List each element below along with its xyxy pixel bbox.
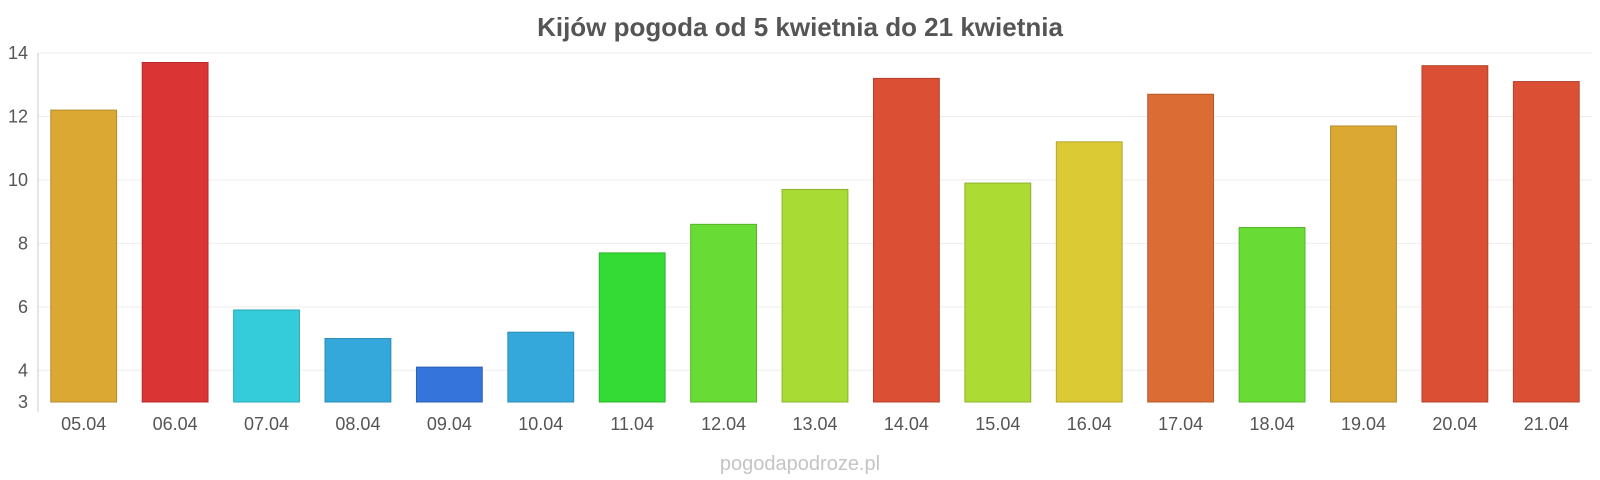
bar-08.04 <box>324 338 392 403</box>
x-tick-label: 12.04 <box>701 414 746 434</box>
bar-17.04 <box>1147 93 1215 403</box>
watermark-text: pogodapodroze.pl <box>720 453 880 475</box>
x-tick-label: 16.04 <box>1067 414 1112 434</box>
y-tick-label: 4 <box>18 360 28 380</box>
x-tick-label: 06.04 <box>153 414 198 434</box>
y-tick-label: 3 <box>18 392 28 412</box>
bar-11.04 <box>598 252 666 403</box>
x-tick-label: 09.04 <box>427 414 472 434</box>
y-tick-label: 14 <box>8 43 28 63</box>
bar-10.04 <box>507 331 575 403</box>
x-tick-label: 21.04 <box>1524 414 1569 434</box>
bar-06.04 <box>141 62 209 403</box>
x-tick-label: 20.04 <box>1432 414 1477 434</box>
bar-13.04 <box>781 188 849 403</box>
chart-title: Kijów pogoda od 5 kwietnia do 21 kwietni… <box>537 12 1063 42</box>
x-tick-label: 05.04 <box>61 414 106 434</box>
x-tick-label: 10.04 <box>518 414 563 434</box>
bar-18.04 <box>1238 227 1306 403</box>
bar-07.04 <box>233 309 300 403</box>
bar-21.04 <box>1512 81 1580 403</box>
y-tick-label: 6 <box>18 297 28 317</box>
bar-16.04 <box>1055 141 1123 403</box>
x-tick-label: 08.04 <box>335 414 380 434</box>
x-tick-label: 11.04 <box>610 414 654 434</box>
bar-09.04 <box>415 366 483 403</box>
x-tick-label: 17.04 <box>1158 414 1203 434</box>
y-tick-label: 8 <box>18 233 28 253</box>
x-tick-label: 15.04 <box>975 414 1020 434</box>
bar-05.04 <box>50 109 118 403</box>
x-tick-label: 07.04 <box>244 414 289 434</box>
bar-12.04 <box>690 223 757 403</box>
x-tick-label: 19.04 <box>1341 414 1386 434</box>
y-axis-ticks: 3 4 6 8 10 12 14 <box>8 43 28 412</box>
bars <box>50 62 1580 403</box>
bar-15.04 <box>964 182 1032 403</box>
y-tick-label: 12 <box>8 106 28 126</box>
x-axis-ticks: 05.04 06.04 07.04 08.04 09.04 10.04 11.04 12.04… <box>61 414 1569 434</box>
x-tick-label: 14.04 <box>884 414 929 434</box>
x-tick-label: 13.04 <box>792 414 837 434</box>
bar-20.04 <box>1421 65 1489 403</box>
y-tick-label: 10 <box>8 170 28 190</box>
bar-19.04 <box>1330 125 1397 403</box>
x-tick-label: 18.04 <box>1250 414 1295 434</box>
bar-14.04 <box>873 77 940 403</box>
